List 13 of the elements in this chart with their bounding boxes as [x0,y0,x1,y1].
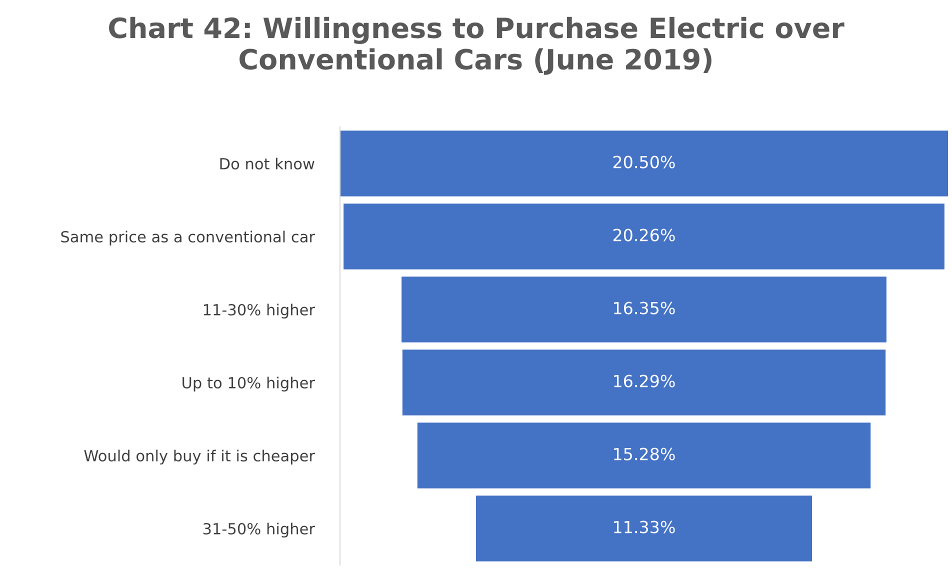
category-label: 31-50% higher [203,522,315,538]
data-label: 20.50% [613,156,675,168]
data-label: 16.35% [614,302,675,314]
category-label: 11-30% higher [204,304,315,318]
data-label: 20.26% [613,228,675,242]
category-label: Up to 10% higher [182,376,315,392]
data-label: 16.29% [614,374,675,388]
text: Chart 42: Willingness to Purchase Electric over Conventional Cars (June 2019) [108,16,844,75]
data-label: 15.28% [614,448,675,460]
data-label: 11.33% [614,520,675,534]
category-label: Do not know [220,158,314,170]
category-label: Would only buy if it is cheaper [84,450,315,464]
category-label: Same price as a conventional car [61,230,315,246]
